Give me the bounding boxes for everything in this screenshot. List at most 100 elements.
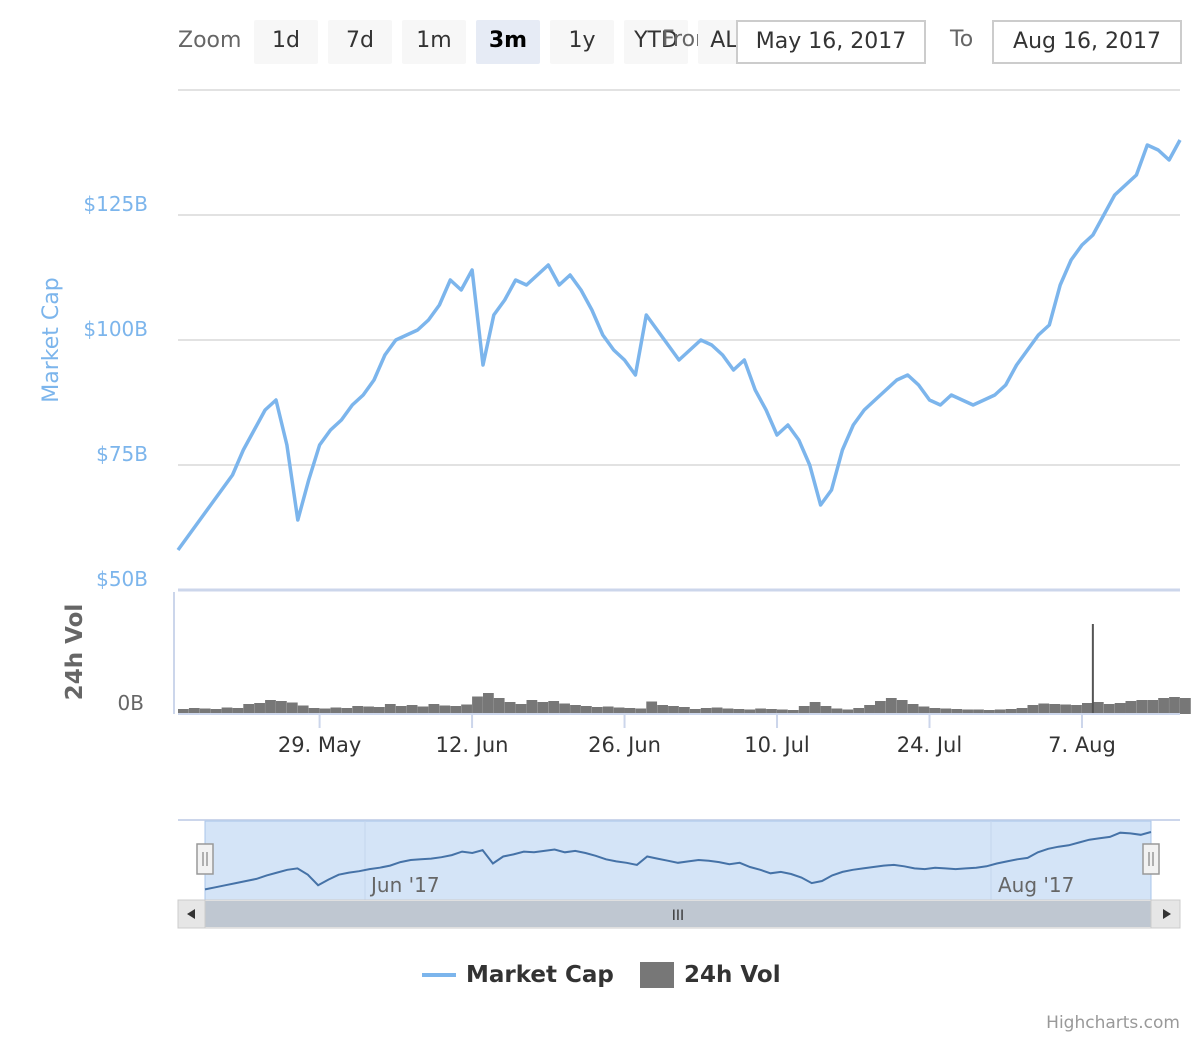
volume-bar — [646, 701, 658, 714]
zoom-button-1m[interactable]: 1m — [402, 20, 466, 64]
volume-bar — [483, 693, 494, 714]
volume-bar — [178, 709, 189, 714]
navigator-line — [204, 831, 1152, 891]
volume-bar — [973, 709, 984, 714]
volume-bar — [787, 710, 799, 714]
zoom-button-3m[interactable]: 3m — [476, 20, 540, 64]
volume-bar — [809, 702, 821, 714]
volume-bar — [1169, 697, 1180, 714]
volume-bar — [265, 700, 276, 714]
volume-bar — [798, 706, 810, 714]
zoom-button-ytd[interactable]: YTD — [624, 20, 688, 64]
volume-bar — [1147, 700, 1159, 714]
volume-bar — [700, 708, 712, 714]
scroll-right-arrow-icon — [1163, 909, 1171, 919]
volume-bar — [602, 706, 614, 714]
volume-y-tick-label: 0B — [118, 691, 144, 715]
volume-bar — [472, 696, 483, 714]
legend-line-symbol — [422, 973, 456, 977]
volume-bar — [668, 706, 679, 714]
volume-bar — [1005, 709, 1017, 714]
legend-label-market-cap: Market Cap — [466, 962, 614, 988]
price-y-axis-title: Market Cap — [39, 277, 64, 402]
volume-bar — [1016, 708, 1028, 714]
volume-bar — [1092, 702, 1104, 714]
from-date-input[interactable]: May 16, 2017 — [736, 20, 926, 64]
volume-bar — [363, 706, 374, 714]
volume-bar — [722, 708, 734, 714]
volume-bar — [1180, 698, 1191, 714]
x-tick-label: 12. Jun — [436, 733, 509, 757]
volume-bar — [450, 706, 462, 714]
legend-item-market-cap[interactable]: Market Cap — [422, 958, 614, 992]
market-cap-line — [176, 139, 1182, 552]
volume-y-axis-title: 24h Vol — [62, 604, 88, 701]
volume-bar — [276, 701, 287, 714]
price-y-tick-label: $100B — [83, 317, 148, 341]
zoom-label: Zoom — [178, 28, 242, 53]
navigator-label-jun: Jun '17 — [369, 873, 440, 897]
navigator-gridlines — [364, 821, 992, 900]
volume-bar — [232, 708, 244, 714]
volume-bar — [1049, 704, 1061, 714]
zoom-button-7d[interactable]: 7d — [328, 20, 392, 64]
volume-bar — [657, 705, 668, 714]
volume-bar — [1071, 705, 1082, 714]
volume-bar — [940, 708, 952, 714]
navigator-right-handle[interactable] — [1142, 843, 1160, 875]
to-label: To — [950, 27, 974, 52]
volume-bar — [842, 709, 854, 714]
volume-bar — [1136, 700, 1148, 714]
market-cap-series — [176, 139, 1182, 552]
zoom-button-1d[interactable]: 1d — [254, 20, 318, 64]
highcharts-credits-link[interactable]: Highcharts.com — [1046, 1013, 1180, 1033]
volume-bar — [689, 709, 701, 714]
price-gridlines — [178, 89, 1180, 591]
volume-bar — [319, 708, 331, 714]
volume-bar — [864, 705, 875, 714]
legend-bar-symbol — [640, 962, 674, 988]
volume-bar — [581, 706, 592, 714]
volume-bar — [1082, 703, 1093, 714]
volume-bar — [188, 708, 200, 714]
x-axis: 29. May 12. Jun 26. Jun 10. Jul 24. Jul 7. Au… — [278, 714, 1116, 757]
volume-bar — [406, 705, 418, 714]
volume-bar — [352, 706, 364, 714]
volume-bar — [875, 701, 886, 714]
x-tick-label: 26. Jun — [588, 733, 661, 757]
volume-y-axis: 0B — [118, 691, 144, 715]
volume-bar — [907, 704, 919, 714]
volume-bar — [591, 707, 603, 714]
scrollbar-thumb[interactable] — [205, 901, 1151, 927]
navigator-series — [204, 831, 1152, 891]
scrollbar[interactable]: III — [177, 899, 1181, 929]
volume-bar — [493, 698, 505, 714]
volume-bar — [820, 706, 832, 714]
navigator-mask[interactable] — [204, 820, 1152, 901]
navigator-left-handle[interactable] — [196, 843, 214, 875]
volume-bar — [548, 701, 560, 714]
price-y-tick-label: $50B — [96, 567, 148, 591]
volume-bar — [951, 709, 963, 714]
volume-series — [178, 624, 1191, 714]
volume-bar — [341, 708, 353, 714]
legend-label-24h-vol: 24h Vol — [684, 962, 781, 988]
volume-bar — [374, 707, 385, 714]
volume-bar — [297, 705, 309, 714]
volume-bar — [853, 708, 865, 714]
legend-item-24h-vol[interactable]: 24h Vol — [640, 958, 781, 992]
scrollbar-right-button[interactable] — [1150, 899, 1181, 929]
volume-bar — [711, 707, 723, 714]
to-date-input[interactable]: Aug 16, 2017 — [992, 20, 1182, 64]
volume-bar — [384, 704, 396, 714]
volume-bar — [766, 709, 777, 714]
volume-bar — [254, 703, 265, 714]
navigator[interactable]: Jun '17 Aug '17 — [178, 819, 1180, 901]
volume-bar — [733, 709, 745, 714]
volume-bar — [831, 708, 843, 714]
price-y-tick-label: $75B — [96, 442, 148, 466]
zoom-button-1y[interactable]: 1y — [550, 20, 614, 64]
volume-bar — [286, 702, 298, 714]
scroll-left-arrow-icon — [187, 909, 195, 919]
volume-bar — [896, 700, 908, 714]
